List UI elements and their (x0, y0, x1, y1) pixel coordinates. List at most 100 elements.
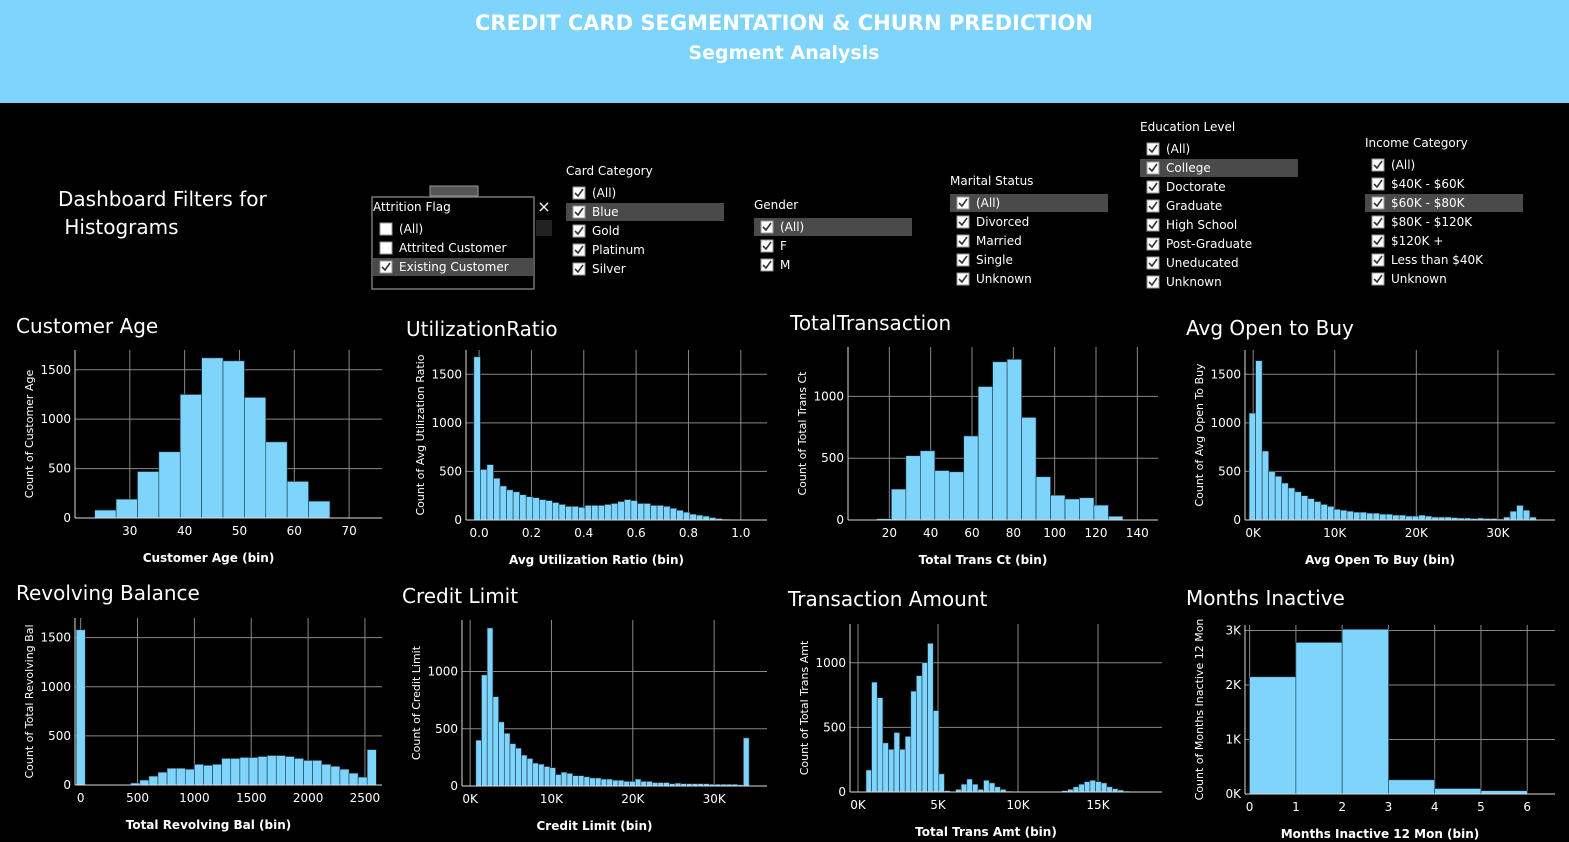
histogram-bar (515, 747, 522, 787)
checkbox[interactable] (379, 260, 393, 274)
checkbox[interactable] (956, 234, 970, 248)
x-tick-label: 0K (1245, 526, 1262, 540)
filter-highlight (373, 258, 533, 276)
filter-item[interactable]: Existing Customer (399, 260, 509, 274)
filter-highlight (1365, 194, 1523, 212)
y-axis-label: Count of Avg Open To Buy (1193, 363, 1206, 507)
filter-item[interactable]: Blue (592, 205, 619, 219)
checkbox[interactable] (1371, 215, 1385, 229)
checkbox[interactable] (1146, 180, 1160, 194)
checkmark (574, 245, 584, 255)
filter-item[interactable]: Uneducated (1166, 256, 1239, 270)
filter-item[interactable]: Divorced (976, 215, 1029, 229)
checkbox[interactable] (956, 215, 970, 229)
checkmark (1148, 201, 1158, 211)
checkbox[interactable] (1146, 161, 1160, 175)
filter-item[interactable]: Platinum (592, 243, 645, 257)
filter-item[interactable]: Single (976, 253, 1013, 267)
checkbox[interactable] (1371, 253, 1385, 267)
filter-item[interactable]: (All) (1166, 142, 1190, 156)
checkbox[interactable] (760, 258, 774, 272)
filter-item[interactable]: Attrited Customer (399, 241, 507, 255)
filter-item[interactable]: Doctorate (1166, 180, 1226, 194)
checkbox[interactable] (1146, 275, 1160, 289)
checkbox[interactable] (1371, 177, 1385, 191)
y-tick-label: 500 (821, 451, 844, 465)
histogram-bar (1050, 494, 1066, 521)
chart-panel: Months Inactive 0K 1K 2K 3K 0 1 2 3 4 5 6 Months Ina… (1186, 586, 1555, 841)
checkbox[interactable] (572, 186, 586, 200)
filter-item[interactable]: College (1166, 161, 1211, 175)
x-tick-label: 20 (882, 526, 897, 540)
checkbox[interactable] (956, 253, 970, 267)
checkmark (958, 198, 968, 208)
checkmark (381, 262, 391, 272)
filter-item[interactable]: (All) (399, 222, 423, 236)
histogram-bar (1392, 514, 1400, 521)
checkbox[interactable] (760, 220, 774, 234)
y-axis-label: Count of Customer Age (23, 370, 36, 499)
histogram-bar (212, 764, 222, 786)
histogram-bar (1035, 476, 1051, 521)
checkbox[interactable] (572, 224, 586, 238)
filter-item[interactable]: Unknown (976, 272, 1032, 286)
filter-item[interactable]: (All) (976, 196, 1000, 210)
y-tick-label: 500 (823, 720, 846, 734)
checkbox[interactable] (379, 241, 393, 255)
histogram-bar (560, 771, 568, 787)
filter-item[interactable]: High School (1166, 218, 1237, 232)
histogram-bar (1372, 512, 1380, 521)
histogram-bar (1072, 786, 1080, 793)
checkbox[interactable] (1371, 196, 1385, 210)
filter-highlight (754, 218, 912, 236)
checkbox[interactable] (1146, 199, 1160, 213)
filter-item[interactable]: (All) (592, 186, 616, 200)
checkbox[interactable] (1146, 237, 1160, 251)
y-tick-label: 500 (435, 722, 458, 736)
checkbox[interactable] (1371, 234, 1385, 248)
histogram-bar (650, 505, 658, 521)
checkbox[interactable] (956, 196, 970, 210)
checkbox[interactable] (760, 239, 774, 253)
y-axis-label: Count of Total Trans Ct (796, 371, 809, 496)
checkbox[interactable] (956, 272, 970, 286)
checkbox[interactable] (1371, 158, 1385, 172)
filter-item[interactable]: Gold (592, 224, 620, 238)
histogram-bar (366, 749, 377, 786)
filter-item[interactable]: (All) (1391, 158, 1415, 172)
histogram-bar (286, 481, 309, 519)
filter-item[interactable]: Married (976, 234, 1022, 248)
checkbox[interactable] (1146, 256, 1160, 270)
filter-item[interactable]: $80K - $120K (1391, 215, 1473, 229)
checkbox[interactable] (572, 205, 586, 219)
histogram-bar (239, 757, 250, 786)
checkbox[interactable] (1146, 142, 1160, 156)
filter-item[interactable]: Post-Graduate (1166, 237, 1252, 251)
filter-item[interactable]: (All) (780, 220, 804, 234)
checkbox[interactable] (572, 243, 586, 257)
filter-item[interactable]: Unknown (1391, 272, 1447, 286)
histogram-bar (503, 733, 511, 787)
filter-item[interactable]: $60K - $80K (1391, 196, 1466, 210)
y-axis-label: Count of Avg Utilization Ratio (414, 354, 427, 515)
filter-item[interactable]: $120K + (1391, 234, 1443, 248)
filter-item[interactable]: Less than $40K (1391, 253, 1484, 267)
filter-box (371, 196, 535, 290)
checkbox[interactable] (1146, 218, 1160, 232)
checkbox[interactable] (379, 222, 393, 236)
checkbox[interactable] (1371, 272, 1385, 286)
histogram-bar (1398, 514, 1407, 521)
histogram-bar (1295, 642, 1343, 795)
chart-title: Avg Open to Buy (1186, 316, 1354, 340)
filter-item[interactable]: $40K - $60K (1391, 177, 1466, 191)
histogram-bar (1333, 509, 1341, 521)
filter-item[interactable]: Graduate (1166, 199, 1222, 213)
histogram-bar (285, 756, 295, 786)
histogram-bar (1522, 509, 1531, 521)
checkbox[interactable] (572, 262, 586, 276)
filter-item[interactable]: Silver (592, 262, 626, 276)
filter-item[interactable]: F (780, 239, 787, 253)
y-tick-label: 1000 (1210, 416, 1241, 430)
filter-item[interactable]: M (780, 258, 790, 272)
filter-item[interactable]: Unknown (1166, 275, 1222, 289)
